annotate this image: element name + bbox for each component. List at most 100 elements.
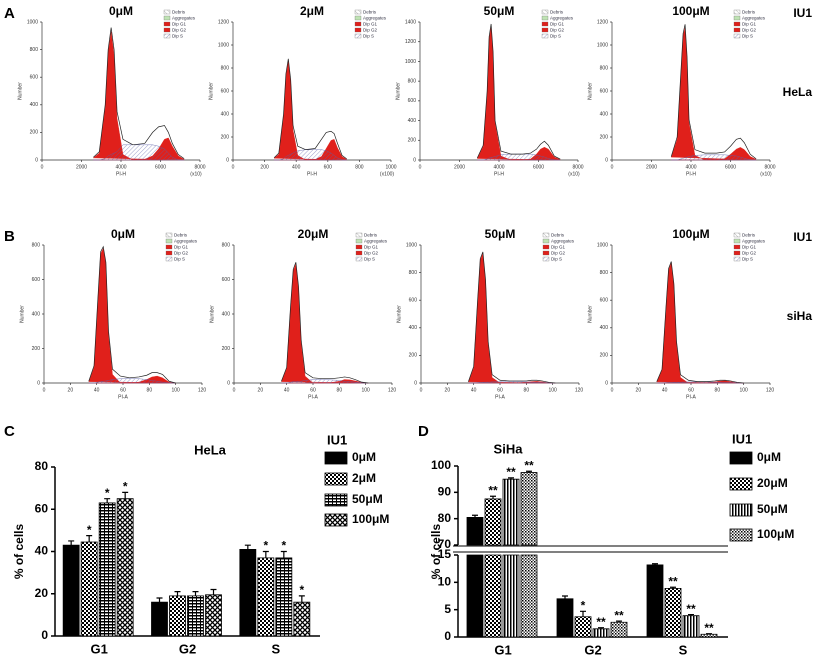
bar [484,498,502,638]
x-tick-label: 80 [337,387,343,393]
legend-label: Dip S [550,33,561,38]
legend-label: Dip G1 [364,244,379,249]
x-tick-label: 0 [233,387,236,393]
legend-label: Dip G2 [742,250,757,255]
legend-swatch [354,15,362,21]
y-tick-label: 800 [409,270,418,276]
legend-label: Dip G2 [742,27,757,32]
y-tick-label: 1000 [597,42,608,48]
error-bar [616,620,622,623]
x-tick-label: 4000 [493,164,504,170]
error-bar [244,544,251,550]
legend-swatch [542,256,550,262]
bar [556,598,574,638]
legend-label: Dip G1 [551,244,566,249]
y-tick-label: 600 [221,88,230,94]
significance-mark: ** [506,465,516,479]
legend-label: Dip G2 [174,250,189,255]
x-tick-label: 40 [662,387,668,393]
y-tick-label: 0 [413,157,416,163]
error-bar [86,535,93,542]
bar [466,516,484,638]
error-bar [174,591,181,596]
error-bar [156,597,163,603]
y-tick-label: 1000 [405,59,416,65]
bar [574,616,592,638]
legend-label: 0μM [352,450,376,464]
phase-area [281,263,369,384]
y-tick-label: 600 [600,88,609,94]
y-tick-label: 60 [35,501,49,515]
legend-swatch [729,451,753,465]
y-tick-label: 200 [222,346,231,352]
legend-swatch [163,9,171,15]
error-bar [526,470,532,473]
y-axis-label: % of cells [429,524,443,580]
x-axis-label: PI-A [308,394,318,400]
legend-label: 2μM [352,471,376,485]
x-tick-label: 40 [94,387,100,393]
y-tick-label: 0 [605,157,608,163]
y-tick-label: 0 [37,380,40,386]
error-bar [490,495,496,499]
legend-label: Dip G1 [742,244,757,249]
y-tick-label: 0 [35,157,38,163]
bar [239,548,257,637]
legend-swatch [733,21,741,27]
x-tick-label: 100 [548,387,557,393]
x-tick-label: 60 [310,387,316,393]
plot-title: 20μM [298,227,329,241]
bar [187,595,204,637]
x-tick-label: 1000 [385,164,396,170]
bar [610,621,628,638]
legend-swatch [541,27,549,33]
bar [257,557,275,637]
x-tick-label: 80 [715,387,721,393]
plot-title: 0μM [109,4,133,18]
x-axis-label: PI-H [686,171,696,177]
legend-swatch [733,250,741,256]
error-bar [472,514,478,518]
legend-label: Aggregates [174,238,198,243]
x-tick-label: 0 [43,387,46,393]
legend-swatch [733,244,741,250]
significance-mark: ** [614,608,624,622]
legend-swatch [729,477,753,491]
legend-swatch [733,15,741,21]
envelope-line [656,261,744,384]
legend-label: 20μM [757,476,788,490]
phase-area [468,253,556,384]
legend-label: Aggregates [742,238,766,243]
legend-label: Debris [364,232,378,237]
y-tick-label: 400 [222,311,231,317]
y-tick-label: 600 [600,298,609,304]
x-tick-label: 0 [419,164,422,170]
bar [592,628,610,638]
x-axis-label: PI-H [307,171,317,177]
legend-swatch [355,232,363,238]
y-tick-label: 400 [221,111,230,117]
significance-mark: ** [686,602,696,616]
bar [502,478,520,638]
legend-swatch [541,33,549,39]
legend-swatch [733,9,741,15]
significance-mark: ** [524,458,534,472]
y-axis-label: Number [395,82,401,100]
x-tick-label: 100 [171,387,180,393]
y-tick-label: 800 [600,65,609,71]
y-axis-label: Number [587,82,593,100]
plot-title: 100μM [672,4,709,18]
plot-title: 2μM [300,4,324,18]
legend-swatch [354,33,362,39]
legend-swatch [355,238,363,244]
y-tick-label: 1200 [405,39,416,45]
y-axis-label: Number [17,82,23,100]
x-tick-label: 80 [147,387,153,393]
significance-mark: * [281,539,286,553]
legend-swatch [355,244,363,250]
error-bar [508,477,514,480]
error-bar [280,550,287,558]
bar [682,615,700,638]
x-axis-label: PI-A [495,394,505,400]
legend-swatch [542,238,550,244]
